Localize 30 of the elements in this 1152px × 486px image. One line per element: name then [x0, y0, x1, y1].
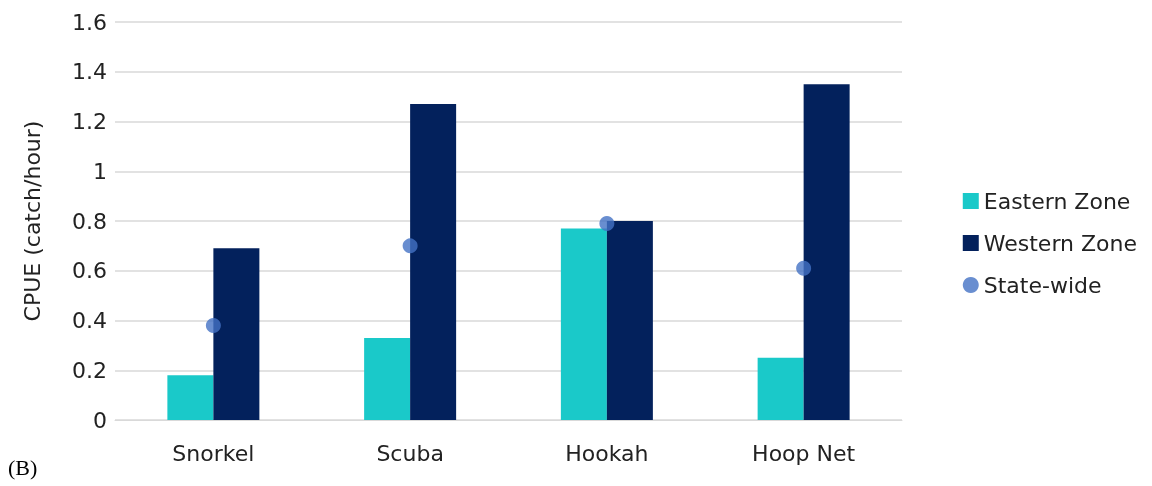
y-axis-title: CPUE (catch/hour) [19, 120, 45, 322]
bar [803, 84, 850, 420]
bar [167, 375, 214, 420]
x-tick-label: Hookah [565, 440, 649, 466]
y-tick-label: 0.2 [72, 357, 107, 383]
x-tick-label: Hoop Net [752, 440, 856, 466]
y-tick-label: 0.6 [72, 258, 107, 284]
point [205, 317, 221, 333]
point [599, 215, 615, 231]
point [796, 260, 812, 276]
bar [364, 337, 411, 420]
x-tick-label: Snorkel [172, 440, 255, 466]
legend-label: Western Zone [983, 230, 1138, 256]
y-tick-label: 1.6 [72, 9, 107, 35]
bar [606, 221, 653, 420]
bar [757, 357, 804, 420]
y-tick-label: 1 [93, 158, 107, 184]
text: (B) [8, 455, 38, 481]
bar [560, 228, 607, 420]
y-tick-label: 0 [93, 407, 107, 433]
y-tick-label: 1.4 [72, 59, 107, 85]
bar [410, 104, 457, 420]
point [402, 238, 418, 254]
y-tick-label: 0.4 [72, 308, 107, 333]
legend-label: Eastern Zone [983, 188, 1131, 214]
legend-label: State-wide [983, 272, 1102, 298]
bar [213, 248, 260, 420]
y-tick-label: 1.2 [72, 109, 107, 134]
x-tick-label: Scuba [376, 440, 444, 466]
y-tick-label: 0.8 [72, 208, 107, 234]
